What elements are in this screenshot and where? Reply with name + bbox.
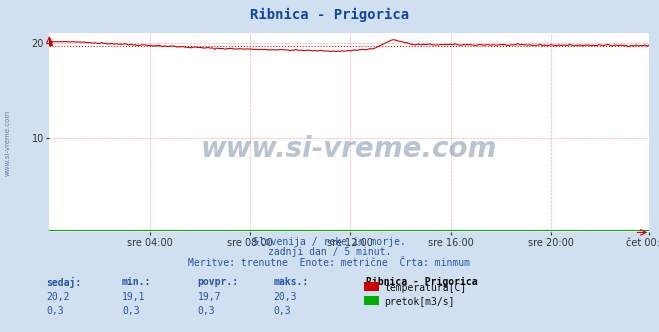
Text: 19,1: 19,1 [122, 292, 146, 302]
Text: povpr.:: povpr.: [198, 277, 239, 287]
Text: sedaj:: sedaj: [46, 277, 81, 288]
Text: www.si-vreme.com: www.si-vreme.com [5, 110, 11, 176]
Text: 0,3: 0,3 [198, 306, 215, 316]
Text: 20,3: 20,3 [273, 292, 297, 302]
Text: Meritve: trenutne  Enote: metrične  Črta: minmum: Meritve: trenutne Enote: metrične Črta: … [188, 258, 471, 268]
Text: www.si-vreme.com: www.si-vreme.com [201, 135, 498, 163]
Text: 20,2: 20,2 [46, 292, 70, 302]
Text: min.:: min.: [122, 277, 152, 287]
Text: maks.:: maks.: [273, 277, 308, 287]
Text: 19,7: 19,7 [198, 292, 221, 302]
Text: Slovenija / reke in morje.: Slovenija / reke in morje. [253, 237, 406, 247]
Text: Ribnica - Prigorica: Ribnica - Prigorica [250, 8, 409, 23]
Text: zadnji dan / 5 minut.: zadnji dan / 5 minut. [268, 247, 391, 257]
Text: pretok[m3/s]: pretok[m3/s] [384, 297, 455, 307]
Text: temperatura[C]: temperatura[C] [384, 283, 467, 293]
Text: 0,3: 0,3 [46, 306, 64, 316]
Text: Ribnica - Prigorica: Ribnica - Prigorica [366, 277, 477, 287]
Text: 0,3: 0,3 [273, 306, 291, 316]
Text: 0,3: 0,3 [122, 306, 140, 316]
